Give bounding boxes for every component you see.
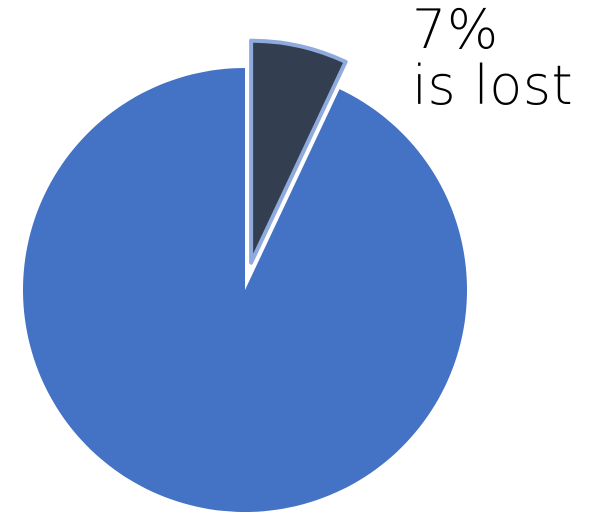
pie-annotation: 7% is lost bbox=[412, 2, 573, 114]
pie-slice-0 bbox=[249, 38, 348, 265]
pie-slice-1 bbox=[23, 68, 468, 513]
annotation-value: 7% bbox=[412, 0, 499, 61]
annotation-label: is lost bbox=[412, 54, 574, 117]
